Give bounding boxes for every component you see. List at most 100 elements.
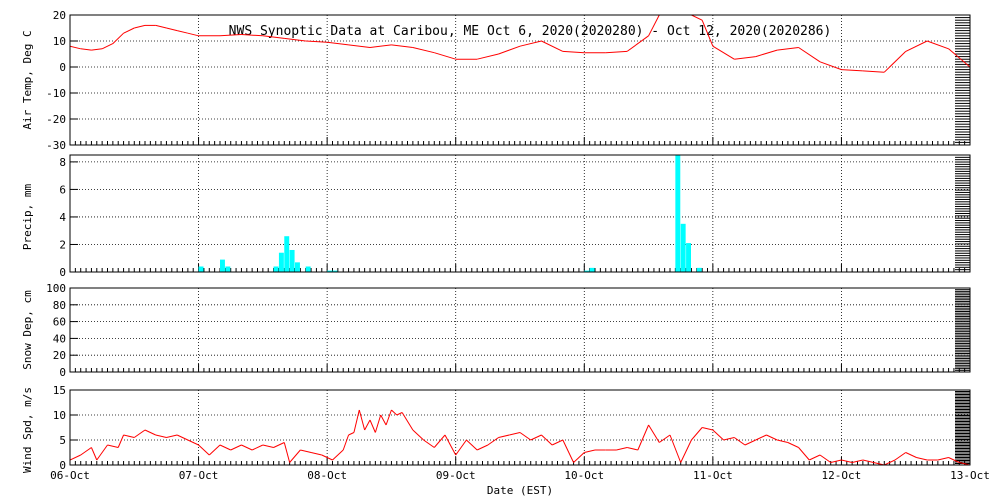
wind-speed-line-segment	[123, 434, 135, 438]
air-temp-ytick-label: -30	[46, 139, 66, 152]
snow-depth-ytick-label: 60	[53, 316, 66, 329]
wind-speed-line-segment	[530, 434, 542, 441]
wind-speed-line-segment	[766, 434, 778, 441]
air-temp-line-segment	[369, 44, 392, 48]
x-tick-label: 06-Oct	[50, 469, 90, 482]
wind-speed-line-segment	[198, 444, 210, 456]
precip-frame	[69, 154, 971, 273]
wind-speed-line-segment	[509, 432, 521, 436]
precip-bar	[225, 266, 231, 272]
wind-speed-line-segment	[70, 454, 81, 461]
air-temp-line-segment	[648, 15, 660, 37]
snow-depth-ylabel: Snow Dep, cm	[21, 290, 34, 370]
precip-bar	[305, 266, 311, 272]
air-temp-line-segment	[305, 40, 328, 43]
wind-speed-panel: Wind Spd, m/s 15 10 5 006-Oct 07-Oct 08-Oct 09…	[21, 384, 990, 482]
precip-bar	[273, 266, 279, 272]
wind-speed-line-segment	[498, 434, 510, 438]
wind-speed-line-segment	[584, 449, 596, 453]
wind-speed-line-segment	[391, 409, 398, 416]
x-tick-label: 09-Oct	[436, 469, 476, 482]
wind-speed-line-segment	[208, 444, 221, 456]
wind-speed-line-segment	[396, 412, 403, 416]
wind-speed-line-segment	[133, 429, 146, 438]
air-temp-line-segment	[177, 30, 188, 34]
wind-speed-line-segment	[96, 444, 108, 461]
precip-bar	[686, 243, 691, 272]
air-temp-line-segment	[391, 44, 413, 48]
precip-bar	[584, 270, 590, 272]
air-temp-line-segment	[626, 35, 649, 52]
wind-speed-line-segment	[90, 447, 98, 461]
wind-speed-line-segment	[702, 427, 713, 431]
wind-speed-line-segment	[573, 452, 585, 463]
wind-speed-line-segment	[310, 452, 322, 456]
air-temp-line-segment	[187, 32, 199, 37]
wind-speed-line-segment	[894, 452, 907, 461]
wind-speed-line-segment	[627, 447, 638, 451]
wind-speed-line-segment	[353, 409, 360, 433]
snow-depth-ytick-label: 0	[59, 366, 66, 379]
precip-bar	[327, 270, 333, 272]
wind-speed-line-segment	[884, 459, 896, 465]
snow-depth-ytick-label: 20	[53, 349, 66, 362]
wind-speed-ylabel: Wind Spd, m/s	[21, 387, 34, 473]
air-temp-line-segment	[948, 48, 970, 68]
precip-bar	[198, 266, 204, 272]
air-temp-ytick-label: 20	[53, 9, 66, 22]
wind-speed-line-segment	[691, 427, 703, 441]
air-temp-line-segment	[327, 41, 349, 46]
wind-speed-line-segment	[733, 437, 746, 446]
air-temp-line-segment	[862, 70, 885, 73]
wind-speed-line-segment	[777, 439, 788, 443]
air-temp-line-segment	[91, 48, 103, 51]
air-temp-line-segment	[134, 24, 146, 29]
precip-bar	[675, 155, 681, 272]
chart-title: NWS Synoptic Data at Caribou, ME Oct 6, …	[229, 24, 832, 39]
wind-speed-line-segment	[809, 454, 821, 461]
wind-speed-line-segment	[476, 444, 489, 451]
wind-speed-line-segment	[487, 437, 499, 446]
wind-speed-line-segment	[166, 434, 178, 438]
wind-speed-line-segment	[937, 457, 949, 461]
air-temp-line-segment	[777, 47, 799, 51]
wind-speed-line-segment	[300, 449, 312, 453]
wind-speed-line-segment	[658, 434, 671, 443]
wind-speed-line-segment	[444, 434, 457, 456]
x-tick-label: 11-Oct	[693, 469, 733, 482]
air-temp-line-segment	[755, 49, 778, 58]
precip-ytick-label: 4	[59, 211, 66, 224]
wind-speed-line-segment	[369, 419, 376, 433]
precip-bar	[332, 270, 338, 272]
wind-speed-line-segment	[374, 414, 382, 433]
wind-speed-line-segment	[637, 424, 650, 451]
wind-speed-line-segment	[80, 447, 92, 456]
air-temp-line-segment	[798, 47, 821, 63]
wind-speed-frame	[69, 389, 971, 466]
snow-depth-ytick-label: 80	[53, 299, 66, 312]
air-temp-ytick-label: 0	[59, 61, 66, 74]
wind-speed-line-segment	[519, 432, 532, 441]
wind-speed-line-segment	[455, 439, 467, 456]
air-temp-line-segment	[219, 34, 242, 37]
wind-speed-line-segment	[155, 434, 167, 438]
air-temp-panel: Air Temp, Deg C 20 10 0 -10 -20 -30	[21, 9, 971, 152]
precip-ytick-label: 6	[59, 183, 66, 196]
wind-speed-line-segment	[433, 434, 446, 448]
wind-speed-line-segment	[541, 434, 553, 446]
wind-speed-line-segment	[107, 444, 119, 448]
air-temp-line-segment	[434, 52, 456, 60]
wind-speed-line-segment	[219, 444, 231, 451]
snow-depth-ytick-label: 100	[46, 282, 66, 295]
air-temp-line-segment	[883, 51, 907, 73]
precip-bar	[278, 252, 284, 272]
precip-bar	[220, 259, 225, 272]
wind-speed-line-segment	[905, 452, 917, 458]
x-axis-label: Date (EST)	[487, 484, 553, 497]
wind-speed-line-segment	[176, 434, 189, 441]
wind-speed-ytick-label: 10	[53, 409, 66, 422]
wind-speed-line-segment	[342, 434, 350, 451]
air-temp-line-segment	[70, 45, 81, 50]
wind-speed-line-segment	[744, 439, 756, 446]
air-temp-line-segment	[284, 37, 306, 42]
